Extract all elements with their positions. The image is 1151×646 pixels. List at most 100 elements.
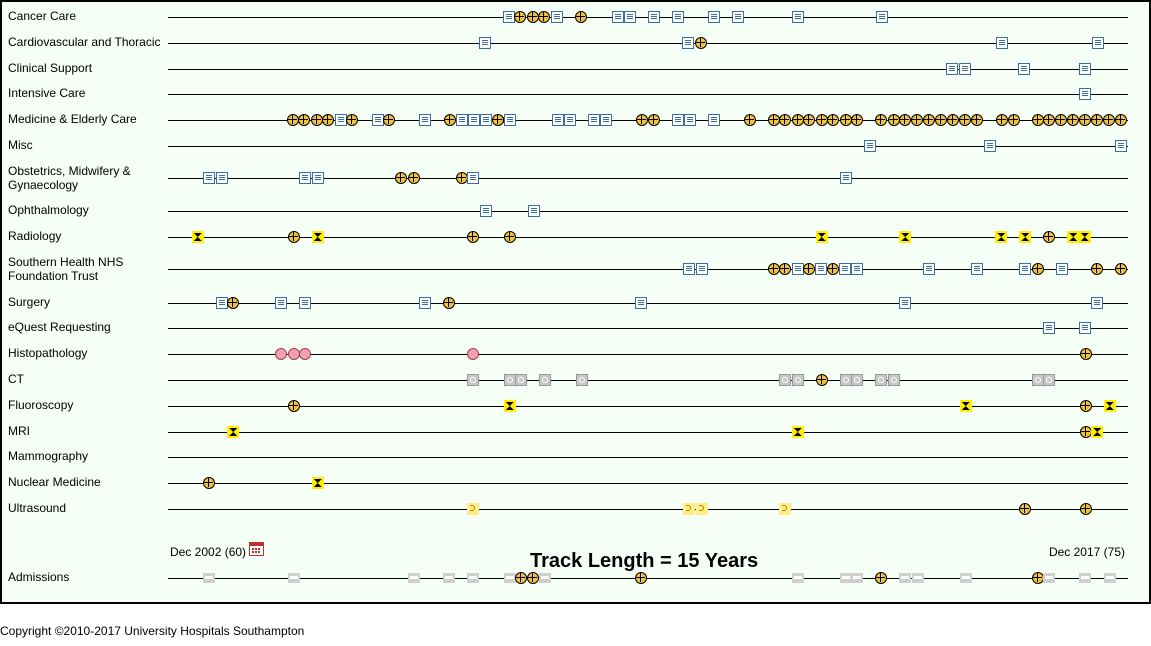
document-icon[interactable] bbox=[946, 63, 959, 75]
order-cross-icon[interactable] bbox=[947, 114, 960, 126]
document-icon[interactable] bbox=[996, 37, 1009, 49]
document-icon[interactable] bbox=[1078, 88, 1091, 100]
order-cross-icon[interactable] bbox=[1102, 114, 1115, 126]
order-cross-icon[interactable] bbox=[887, 114, 900, 126]
document-icon[interactable] bbox=[467, 172, 480, 184]
ultrasound-icon[interactable] bbox=[683, 503, 696, 515]
order-cross-icon[interactable] bbox=[791, 114, 804, 126]
ultrasound-icon[interactable] bbox=[695, 503, 708, 515]
xray-icon[interactable] bbox=[1103, 400, 1116, 412]
ct-scan-icon[interactable] bbox=[851, 374, 864, 386]
order-cross-icon[interactable] bbox=[455, 172, 468, 184]
document-icon[interactable] bbox=[599, 114, 612, 126]
order-cross-icon[interactable] bbox=[875, 114, 888, 126]
ct-scan-icon[interactable] bbox=[875, 374, 888, 386]
order-cross-icon[interactable] bbox=[346, 114, 359, 126]
document-icon[interactable] bbox=[612, 11, 625, 23]
document-icon[interactable] bbox=[683, 263, 696, 275]
order-cross-icon[interactable] bbox=[538, 11, 551, 23]
document-icon[interactable] bbox=[1018, 63, 1031, 75]
order-cross-icon[interactable] bbox=[647, 114, 660, 126]
document-icon[interactable] bbox=[1043, 322, 1056, 334]
order-cross-icon[interactable] bbox=[1091, 263, 1104, 275]
admission-bed-icon[interactable] bbox=[1043, 573, 1056, 583]
document-icon[interactable] bbox=[791, 11, 804, 23]
ct-scan-icon[interactable] bbox=[515, 374, 528, 386]
xray-icon[interactable] bbox=[311, 231, 324, 243]
order-cross-icon[interactable] bbox=[636, 114, 649, 126]
order-cross-icon[interactable] bbox=[515, 572, 528, 584]
admission-bed-icon[interactable] bbox=[851, 573, 864, 583]
order-cross-icon[interactable] bbox=[827, 114, 840, 126]
document-icon[interactable] bbox=[1019, 263, 1032, 275]
ct-scan-icon[interactable] bbox=[791, 374, 804, 386]
order-cross-icon[interactable] bbox=[1031, 572, 1044, 584]
ct-scan-icon[interactable] bbox=[1043, 374, 1056, 386]
document-icon[interactable] bbox=[527, 205, 540, 217]
document-icon[interactable] bbox=[311, 172, 324, 184]
order-cross-icon[interactable] bbox=[971, 114, 984, 126]
order-cross-icon[interactable] bbox=[1078, 114, 1091, 126]
document-icon[interactable] bbox=[814, 263, 827, 275]
admission-bed-icon[interactable] bbox=[203, 573, 216, 583]
ct-scan-icon[interactable] bbox=[839, 374, 852, 386]
document-icon[interactable] bbox=[708, 114, 721, 126]
ultrasound-icon[interactable] bbox=[779, 503, 792, 515]
xray-icon[interactable] bbox=[227, 426, 240, 438]
xray-icon[interactable] bbox=[1091, 426, 1104, 438]
xray-icon[interactable] bbox=[815, 231, 828, 243]
xray-icon[interactable] bbox=[311, 477, 324, 489]
order-cross-icon[interactable] bbox=[503, 231, 516, 243]
order-cross-icon[interactable] bbox=[803, 263, 816, 275]
document-icon[interactable] bbox=[983, 140, 996, 152]
document-icon[interactable] bbox=[564, 114, 577, 126]
ct-scan-icon[interactable] bbox=[503, 374, 516, 386]
order-cross-icon[interactable] bbox=[310, 114, 323, 126]
order-cross-icon[interactable] bbox=[574, 11, 587, 23]
document-icon[interactable] bbox=[419, 297, 432, 309]
order-cross-icon[interactable] bbox=[1019, 503, 1032, 515]
order-cross-icon[interactable] bbox=[815, 374, 828, 386]
document-icon[interactable] bbox=[671, 11, 684, 23]
document-icon[interactable] bbox=[635, 297, 648, 309]
order-cross-icon[interactable] bbox=[958, 114, 971, 126]
document-icon[interactable] bbox=[863, 140, 876, 152]
order-cross-icon[interactable] bbox=[875, 572, 888, 584]
xray-icon[interactable] bbox=[791, 426, 804, 438]
document-icon[interactable] bbox=[1078, 63, 1091, 75]
document-icon[interactable] bbox=[455, 114, 468, 126]
ct-scan-icon[interactable] bbox=[467, 374, 480, 386]
ct-scan-icon[interactable] bbox=[779, 374, 792, 386]
document-icon[interactable] bbox=[299, 172, 312, 184]
histology-icon[interactable] bbox=[287, 348, 300, 360]
xray-icon[interactable] bbox=[899, 231, 912, 243]
document-icon[interactable] bbox=[695, 263, 708, 275]
document-icon[interactable] bbox=[958, 63, 971, 75]
document-icon[interactable] bbox=[923, 263, 936, 275]
xray-icon[interactable] bbox=[1019, 231, 1032, 243]
document-icon[interactable] bbox=[1091, 297, 1104, 309]
document-icon[interactable] bbox=[479, 205, 492, 217]
document-icon[interactable] bbox=[479, 114, 492, 126]
order-cross-icon[interactable] bbox=[395, 172, 408, 184]
ct-scan-icon[interactable] bbox=[539, 374, 552, 386]
order-cross-icon[interactable] bbox=[526, 11, 539, 23]
document-icon[interactable] bbox=[899, 297, 912, 309]
order-cross-icon[interactable] bbox=[444, 114, 457, 126]
document-icon[interactable] bbox=[215, 172, 228, 184]
admission-bed-icon[interactable] bbox=[959, 573, 972, 583]
order-cross-icon[interactable] bbox=[694, 37, 707, 49]
order-cross-icon[interactable] bbox=[443, 297, 456, 309]
document-icon[interactable] bbox=[684, 114, 697, 126]
order-cross-icon[interactable] bbox=[1079, 400, 1092, 412]
order-cross-icon[interactable] bbox=[1115, 263, 1128, 275]
order-cross-icon[interactable] bbox=[382, 114, 395, 126]
order-cross-icon[interactable] bbox=[635, 572, 648, 584]
document-icon[interactable] bbox=[732, 11, 745, 23]
document-icon[interactable] bbox=[1115, 140, 1128, 152]
order-cross-icon[interactable] bbox=[514, 11, 527, 23]
order-cross-icon[interactable] bbox=[779, 263, 792, 275]
document-icon[interactable] bbox=[671, 114, 684, 126]
document-icon[interactable] bbox=[334, 114, 347, 126]
order-cross-icon[interactable] bbox=[203, 477, 216, 489]
